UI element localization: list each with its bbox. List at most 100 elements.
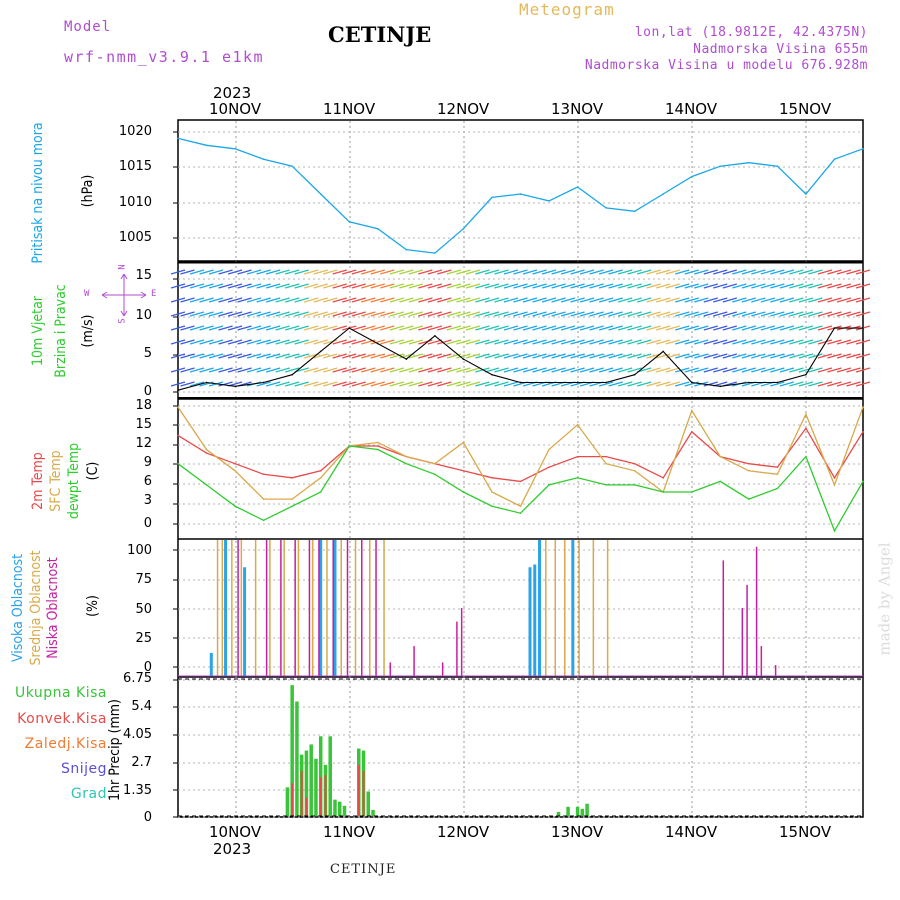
wind-barb [237,297,252,303]
wind-barb [732,311,747,317]
legend-snijeg: Snijeg [60,761,107,777]
wind-barb [551,283,566,289]
wind-barb [779,297,795,303]
wind-barb [513,367,528,373]
sfc-temp-line-point [205,448,208,451]
wind-speed-line-point [462,358,465,360]
wind-barb [798,353,814,359]
wind-barb [370,311,385,317]
wind-barb [313,367,328,373]
wind-barb [218,367,233,373]
wind-barb [351,339,366,345]
wind-barb [484,325,500,331]
wind-barb [285,311,300,317]
pressure-line-point [605,207,607,209]
wind-barb [437,367,452,373]
wind-barb [551,311,566,317]
wind-barb [836,269,852,275]
wind-barb [817,367,833,373]
wind-barb [503,353,519,359]
t2m-line-point [633,462,636,465]
wind-barb [323,297,338,303]
wind-barb [703,311,718,317]
wind-barb [170,381,186,387]
wind-barb [313,269,328,275]
wind-barb [323,353,338,359]
wind-barb [418,311,433,317]
dewpt-line-point [291,505,293,507]
wind-barb [180,325,195,331]
wind-barb [456,353,471,359]
pressure-line-point [319,193,322,195]
wind-barb [399,269,414,275]
wind-barb [304,367,319,373]
wind-barb [332,297,347,303]
wind-barb [475,297,490,303]
wind-barb [646,325,661,331]
wind-barb [332,269,347,275]
wind-barb [522,269,538,275]
wind-barb [608,311,623,317]
wind-barb [798,311,814,317]
wind-barb [656,269,671,275]
wind-speed-line-point [319,350,322,353]
wind-barb [199,353,214,359]
wind-barb [437,297,452,303]
wind-barb [246,367,262,373]
wind-barb [456,339,471,345]
wind-barb [503,325,519,331]
wind-barb [855,269,871,275]
legend-zaledj-kisa: Zaledj.Kisa [24,736,107,752]
wind-barb [684,325,699,331]
wind-barb [855,339,871,345]
wind-barb [798,297,814,303]
dewpt-line-point [576,477,579,479]
wind-barb [456,367,471,373]
wind-barb [798,283,814,289]
wind-speed-line-point [833,327,836,329]
wind-barb [484,353,500,359]
wind-barb [275,367,290,373]
wind-barb [208,353,224,359]
wind-barb [732,339,747,345]
wind-barb [684,269,699,275]
sfc-temp-line-point [776,473,779,476]
wind-barb [285,269,300,275]
top-date-2: 12NOV [437,100,490,118]
cloud-tick-0: 100 [127,543,152,558]
sfc-temp-line-point [405,455,408,458]
t2m-line-point [491,477,493,479]
wind-barb [475,353,490,359]
wind-barb [722,283,737,289]
wind-barb [361,283,376,289]
wind-barb [246,311,262,317]
wind-barb [713,311,728,317]
wind-barb [323,367,338,373]
wind-barb [332,339,347,345]
wind-barb [170,311,186,317]
wind-barb [294,297,309,303]
wind-barb [579,367,595,373]
wind-barb [389,367,404,373]
wind-barb [741,325,756,331]
wind-barb [256,353,271,359]
wind-barb [675,381,690,387]
wind-barb [532,283,547,289]
wind-barb [770,283,785,289]
wind-barb [627,297,642,303]
wind-barb [646,297,661,303]
pressure-line-point [690,175,693,178]
wind-barb [846,311,861,317]
wind-barb [665,283,680,289]
wind-barb [484,381,500,387]
wind-barb [836,381,852,387]
wind-speed-line [177,327,863,391]
wind-barb [713,269,728,275]
wind-barb [579,311,595,317]
wind-barb [541,339,557,345]
wind-speed-line-point [605,381,607,384]
wind-barb [399,297,414,303]
wind-barb [627,381,642,387]
wind-barb [361,381,376,387]
wind-barb [760,311,776,317]
